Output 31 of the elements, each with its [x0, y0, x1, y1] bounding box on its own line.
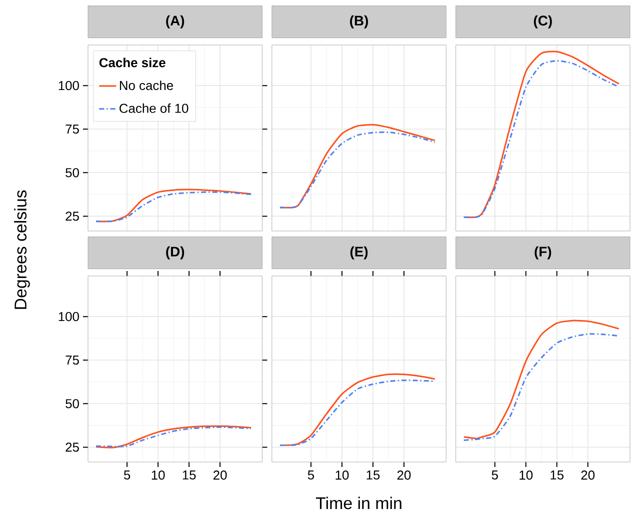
- y-tick-label: 50: [66, 399, 79, 408]
- chart-title: (A): [166, 15, 184, 28]
- chart-title: (F): [534, 246, 552, 260]
- x-tick-label: 15: [366, 470, 380, 480]
- y-tick-label: 25: [66, 212, 79, 221]
- x-tick-label: 20: [397, 470, 411, 480]
- x-tick-label: 10: [336, 470, 349, 480]
- x-tick-label: 10: [152, 470, 165, 480]
- x-tick-label: 5: [124, 470, 130, 480]
- y-axis-title: Degrees celsius: [14, 190, 30, 309]
- legend-label: Cache of 10: [120, 103, 188, 113]
- chart-title: (C): [534, 15, 552, 28]
- y-tick-label: 25: [66, 442, 79, 452]
- x-tick-label: 10: [520, 470, 533, 480]
- legend-title: Cache size: [99, 58, 166, 68]
- chart-title: (D): [166, 246, 184, 260]
- chart-title: (B): [350, 15, 368, 28]
- x-tick-label: 15: [182, 470, 196, 480]
- x-tick-label: 5: [308, 470, 314, 480]
- y-tick-label: 50: [66, 168, 79, 178]
- y-tick-label: 100: [58, 312, 79, 322]
- chart-title: (E): [350, 246, 368, 260]
- y-tick-label: 75: [66, 124, 79, 134]
- x-tick-label: 5: [492, 470, 498, 480]
- x-tick-label: 20: [214, 470, 227, 480]
- y-tick-label: 75: [66, 356, 79, 365]
- x-tick-label: 15: [550, 470, 564, 480]
- y-tick-label: 100: [58, 80, 79, 90]
- legend-label: No cache: [120, 80, 174, 90]
- x-tick-label: 20: [581, 470, 595, 480]
- x-axis-title: Time in min: [316, 496, 402, 510]
